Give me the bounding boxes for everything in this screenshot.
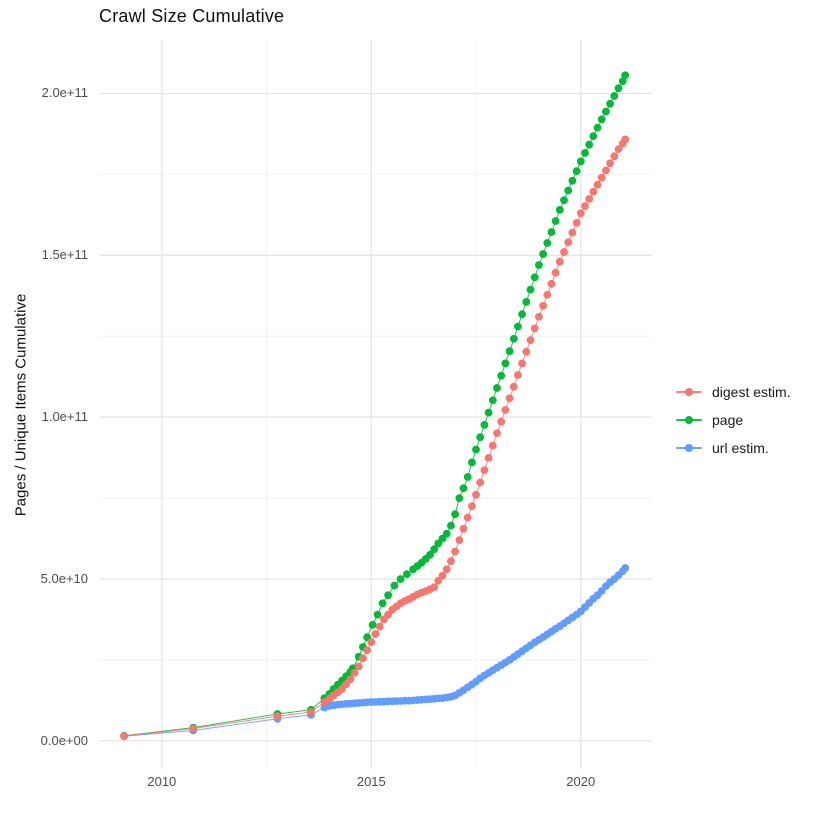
legend-label: url estim. [712, 440, 769, 456]
x-tick-label: 2010 [147, 774, 177, 789]
y-tick-label: 5.0e+10 [40, 570, 88, 586]
legend-key-page [676, 411, 702, 429]
legend-dot-icon [685, 388, 693, 396]
legend-label: page [712, 412, 744, 428]
legend-item-url-estim: url estim. [676, 434, 791, 462]
y-tick-label: 2.0e+11 [41, 85, 88, 101]
legend-dot-icon [685, 416, 693, 424]
legend-key-url-estim [676, 439, 702, 457]
chart-title: Crawl Size Cumulative [99, 6, 285, 26]
x-tick-label: 2015 [356, 774, 386, 789]
legend-item-page: page [676, 406, 791, 434]
x-tick-label: 2020 [566, 774, 596, 789]
y-tick-label: 0.0e+00 [40, 732, 88, 748]
legend: digest estim. page url estim. [676, 378, 791, 462]
y-tick-label: 1.5e+11 [41, 247, 88, 263]
y-tick-label: 1.0e+11 [41, 409, 88, 425]
legend-key-digest-estim [676, 383, 702, 401]
legend-item-digest-estim: digest estim. [676, 378, 791, 406]
legend-label: digest estim. [712, 384, 791, 400]
legend-dot-icon [685, 444, 693, 452]
